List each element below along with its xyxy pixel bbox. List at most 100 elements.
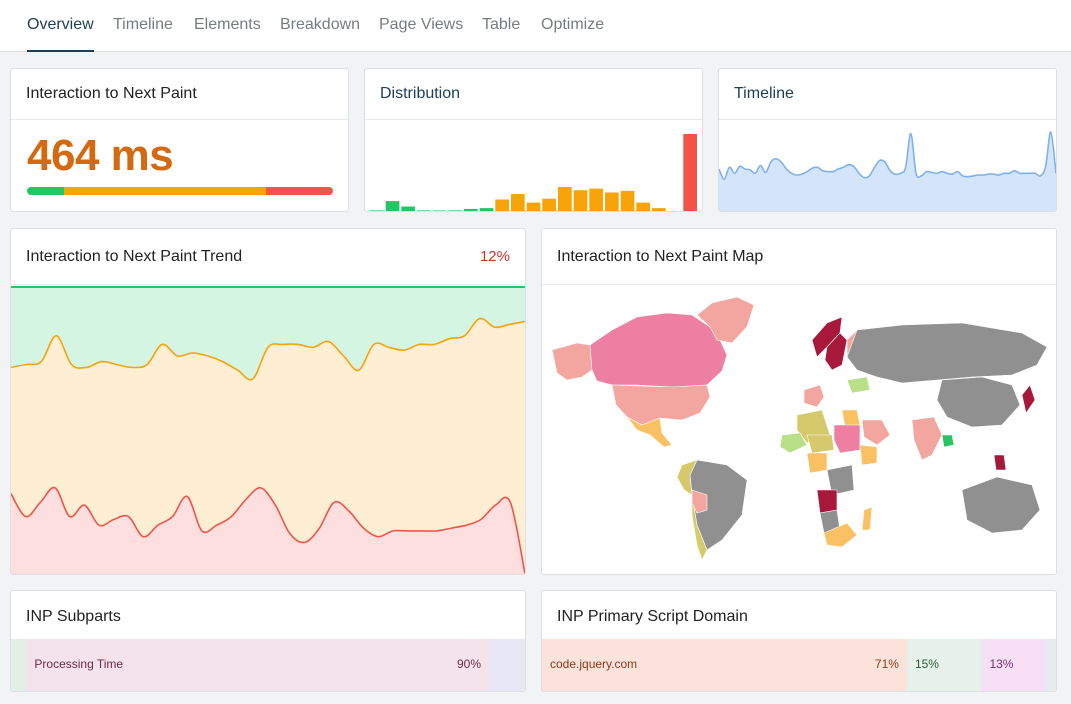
threshold-bar: [27, 187, 333, 195]
trend-card[interactable]: Interaction to Next Paint Trend 12%: [10, 228, 526, 575]
distribution-bar[interactable]: [605, 192, 619, 213]
script-domain-card[interactable]: INP Primary Script Domain code.jquery.co…: [541, 590, 1057, 692]
map-region-madagascar[interactable]: [861, 506, 873, 531]
threshold-segment-needs-improvement: [63, 187, 266, 195]
map-region-bolivia[interactable]: [691, 489, 708, 514]
map-region-congo[interactable]: [826, 464, 855, 496]
map-region-nigeria[interactable]: [806, 452, 828, 474]
distribution-bar[interactable]: [558, 187, 572, 212]
map-region-philippines[interactable]: [993, 454, 1007, 471]
trend-needs-improvement-band: [11, 318, 525, 574]
map-region-china[interactable]: [936, 376, 1021, 428]
distribution-bar[interactable]: [417, 210, 431, 212]
map-region-chile[interactable]: [691, 494, 708, 561]
tab-page-views[interactable]: Page Views: [379, 16, 464, 33]
map-region-saudi-arabia[interactable]: [861, 419, 891, 446]
trend-change-value: 12%: [479, 248, 510, 265]
script-domain-segment-percent: 71%: [874, 657, 899, 671]
distribution-bar[interactable]: [526, 202, 541, 212]
distribution-bar[interactable]: [511, 194, 525, 212]
distribution-bar[interactable]: [370, 210, 384, 212]
script-domain-stacked-bar: code.jquery.com 71% 15% 13%: [542, 639, 1056, 691]
map-region-greenland[interactable]: [696, 296, 755, 344]
map-region-japan[interactable]: [1021, 384, 1036, 414]
card-header: INP Subparts: [11, 591, 525, 641]
map-region-ethiopia[interactable]: [859, 444, 878, 466]
tab-breakdown[interactable]: Breakdown: [280, 16, 361, 33]
subparts-stacked-bar: Processing Time 90%: [11, 639, 525, 691]
map-region-canada[interactable]: [589, 312, 728, 390]
distribution-bar[interactable]: [464, 208, 478, 212]
trend-poor-band: [11, 487, 525, 574]
tab-optimize[interactable]: Optimize: [541, 16, 605, 33]
tab-overview[interactable]: Overview: [27, 0, 94, 52]
script-domain-segment[interactable]: 13%: [981, 639, 1046, 691]
map-region-egypt[interactable]: [841, 409, 861, 428]
metric-card[interactable]: Interaction to Next Paint 464 ms: [10, 68, 349, 212]
threshold-segment-poor: [265, 187, 333, 195]
subparts-segment-percent: 90%: [456, 657, 481, 671]
metric-value: 464 ms: [27, 131, 174, 180]
tab-table[interactable]: Table: [482, 16, 521, 33]
distribution-bar[interactable]: [652, 208, 666, 212]
map-region-france[interactable]: [803, 384, 825, 408]
distribution-bar[interactable]: [683, 134, 697, 212]
distribution-card[interactable]: Distribution: [364, 68, 703, 212]
distribution-bar[interactable]: [432, 210, 447, 213]
distribution-bar[interactable]: [385, 201, 400, 212]
map-region-bangladesh[interactable]: [941, 434, 955, 448]
map-region-ukraine[interactable]: [846, 376, 871, 394]
card-header: Distribution: [365, 69, 702, 120]
timeline-line: [719, 131, 1056, 181]
card-header: Interaction to Next Paint Trend 12%: [11, 229, 525, 285]
map-card[interactable]: Interaction to Next Paint Map: [541, 228, 1057, 575]
script-domain-segment[interactable]: 15%: [906, 639, 982, 691]
card-title: Interaction to Next Paint Map: [557, 248, 764, 265]
map-region-alaska[interactable]: [551, 342, 593, 381]
distribution-bar[interactable]: [589, 188, 603, 212]
subparts-card[interactable]: INP Subparts Processing Time 90%: [10, 590, 526, 692]
tab-elements[interactable]: Elements: [194, 16, 261, 33]
distribution-bar[interactable]: [620, 190, 635, 212]
distribution-bar[interactable]: [542, 198, 556, 212]
trend-needs-improvement-line: [11, 317, 525, 381]
distribution-bar[interactable]: [495, 199, 509, 213]
map-region-south-africa[interactable]: [823, 522, 858, 548]
map-region-united-states[interactable]: [611, 384, 711, 426]
card-header: Timeline: [719, 69, 1056, 120]
map-region-mali[interactable]: [779, 432, 808, 454]
card-title[interactable]: Timeline: [734, 85, 794, 102]
timeline-card[interactable]: Timeline: [718, 68, 1057, 212]
distribution-bar[interactable]: [479, 208, 494, 212]
script-domain-segment[interactable]: code.jquery.com 71%: [542, 639, 907, 691]
card-title: INP Primary Script Domain: [557, 608, 748, 625]
subparts-segment[interactable]: [11, 639, 27, 691]
map-region-niger[interactable]: [806, 434, 835, 454]
card-header: Interaction to Next Paint: [11, 69, 348, 120]
map-region-sweden[interactable]: [824, 332, 848, 371]
timeline-area: [719, 131, 1056, 211]
subparts-segment[interactable]: [489, 639, 525, 691]
map-region-russia[interactable]: [846, 322, 1048, 384]
trend-chart: [11, 286, 525, 574]
subparts-segment[interactable]: Processing Time 90%: [26, 639, 489, 691]
map-region-australia[interactable]: [961, 476, 1041, 534]
world-map: [551, 296, 1048, 561]
map-region-mexico[interactable]: [626, 416, 673, 448]
card-title: INP Subparts: [26, 608, 121, 625]
script-domain-segment[interactable]: [1045, 639, 1056, 691]
card-header: Interaction to Next Paint Map: [542, 229, 1056, 285]
card-header: INP Primary Script Domain: [542, 591, 1056, 641]
map-region-sudan[interactable]: [833, 424, 861, 454]
tab-bar: Overview Timeline Elements Breakdown Pag…: [0, 0, 1071, 52]
distribution-bar[interactable]: [448, 210, 462, 212]
map-region-angola[interactable]: [816, 489, 838, 514]
distribution-bar[interactable]: [636, 202, 650, 212]
distribution-bar[interactable]: [401, 206, 415, 213]
distribution-bar[interactable]: [573, 190, 588, 212]
card-title[interactable]: Distribution: [380, 85, 461, 102]
script-domain-segment-percent: 13%: [989, 657, 1014, 671]
distribution-histogram: [370, 134, 697, 213]
map-region-india[interactable]: [911, 416, 943, 461]
tab-timeline[interactable]: Timeline: [113, 16, 173, 33]
